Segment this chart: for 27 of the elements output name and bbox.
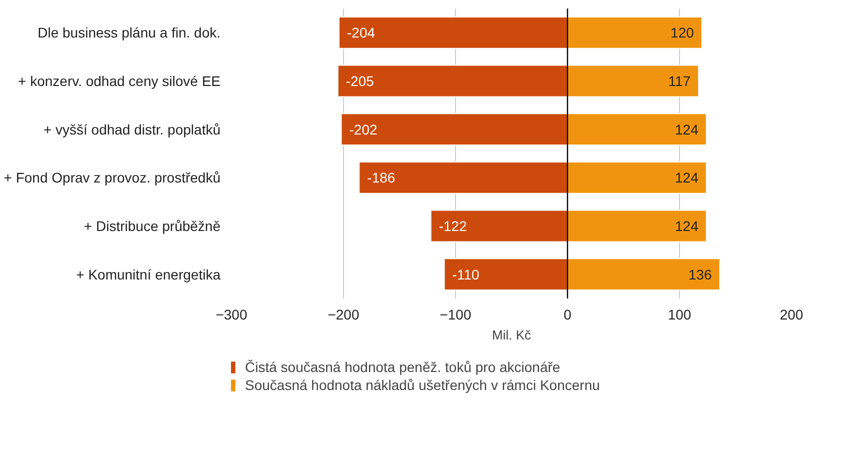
legend-label: Současná hodnota nákladů ušetřených v rámci Koncernu [245, 377, 600, 393]
x-tick-label: 0 [564, 306, 572, 322]
y-tick-label: + Fond Oprav z provoz. prostředků [4, 170, 221, 186]
data-label: 124 [675, 170, 699, 186]
data-label: 124 [675, 218, 699, 234]
x-axis-title: Mil. Kč [492, 328, 532, 342]
x-tick-label: −300 [216, 306, 248, 322]
data-label: -205 [346, 73, 374, 89]
data-label: 120 [670, 24, 694, 41]
x-tick-label: 100 [668, 306, 692, 322]
data-label: 124 [675, 121, 699, 138]
data-label: -186 [367, 170, 396, 186]
x-tick-label: 200 [780, 306, 804, 322]
data-label: -110 [452, 266, 480, 282]
y-tick-label: Dle business plánu a fin. dok. [38, 24, 220, 41]
data-label: -204 [347, 24, 376, 41]
legend-label: Čistá současná hodnota peněž. toků pro akcionáře [245, 359, 560, 375]
data-label: 117 [668, 73, 691, 89]
y-tick-label: + Distribuce průběžně [84, 218, 221, 234]
x-tick-label: −200 [328, 306, 360, 322]
data-label: -202 [349, 121, 378, 138]
x-tick-label: −100 [440, 306, 472, 322]
y-tick-label: + konzerv. odhad ceny silové EE [18, 73, 220, 89]
y-tick-label: + Komunitní energetika [76, 266, 221, 282]
data-label: 136 [688, 266, 712, 282]
data-label: -122 [438, 218, 468, 234]
y-tick-label: + vyšší odhad distr. poplatků [43, 121, 221, 138]
